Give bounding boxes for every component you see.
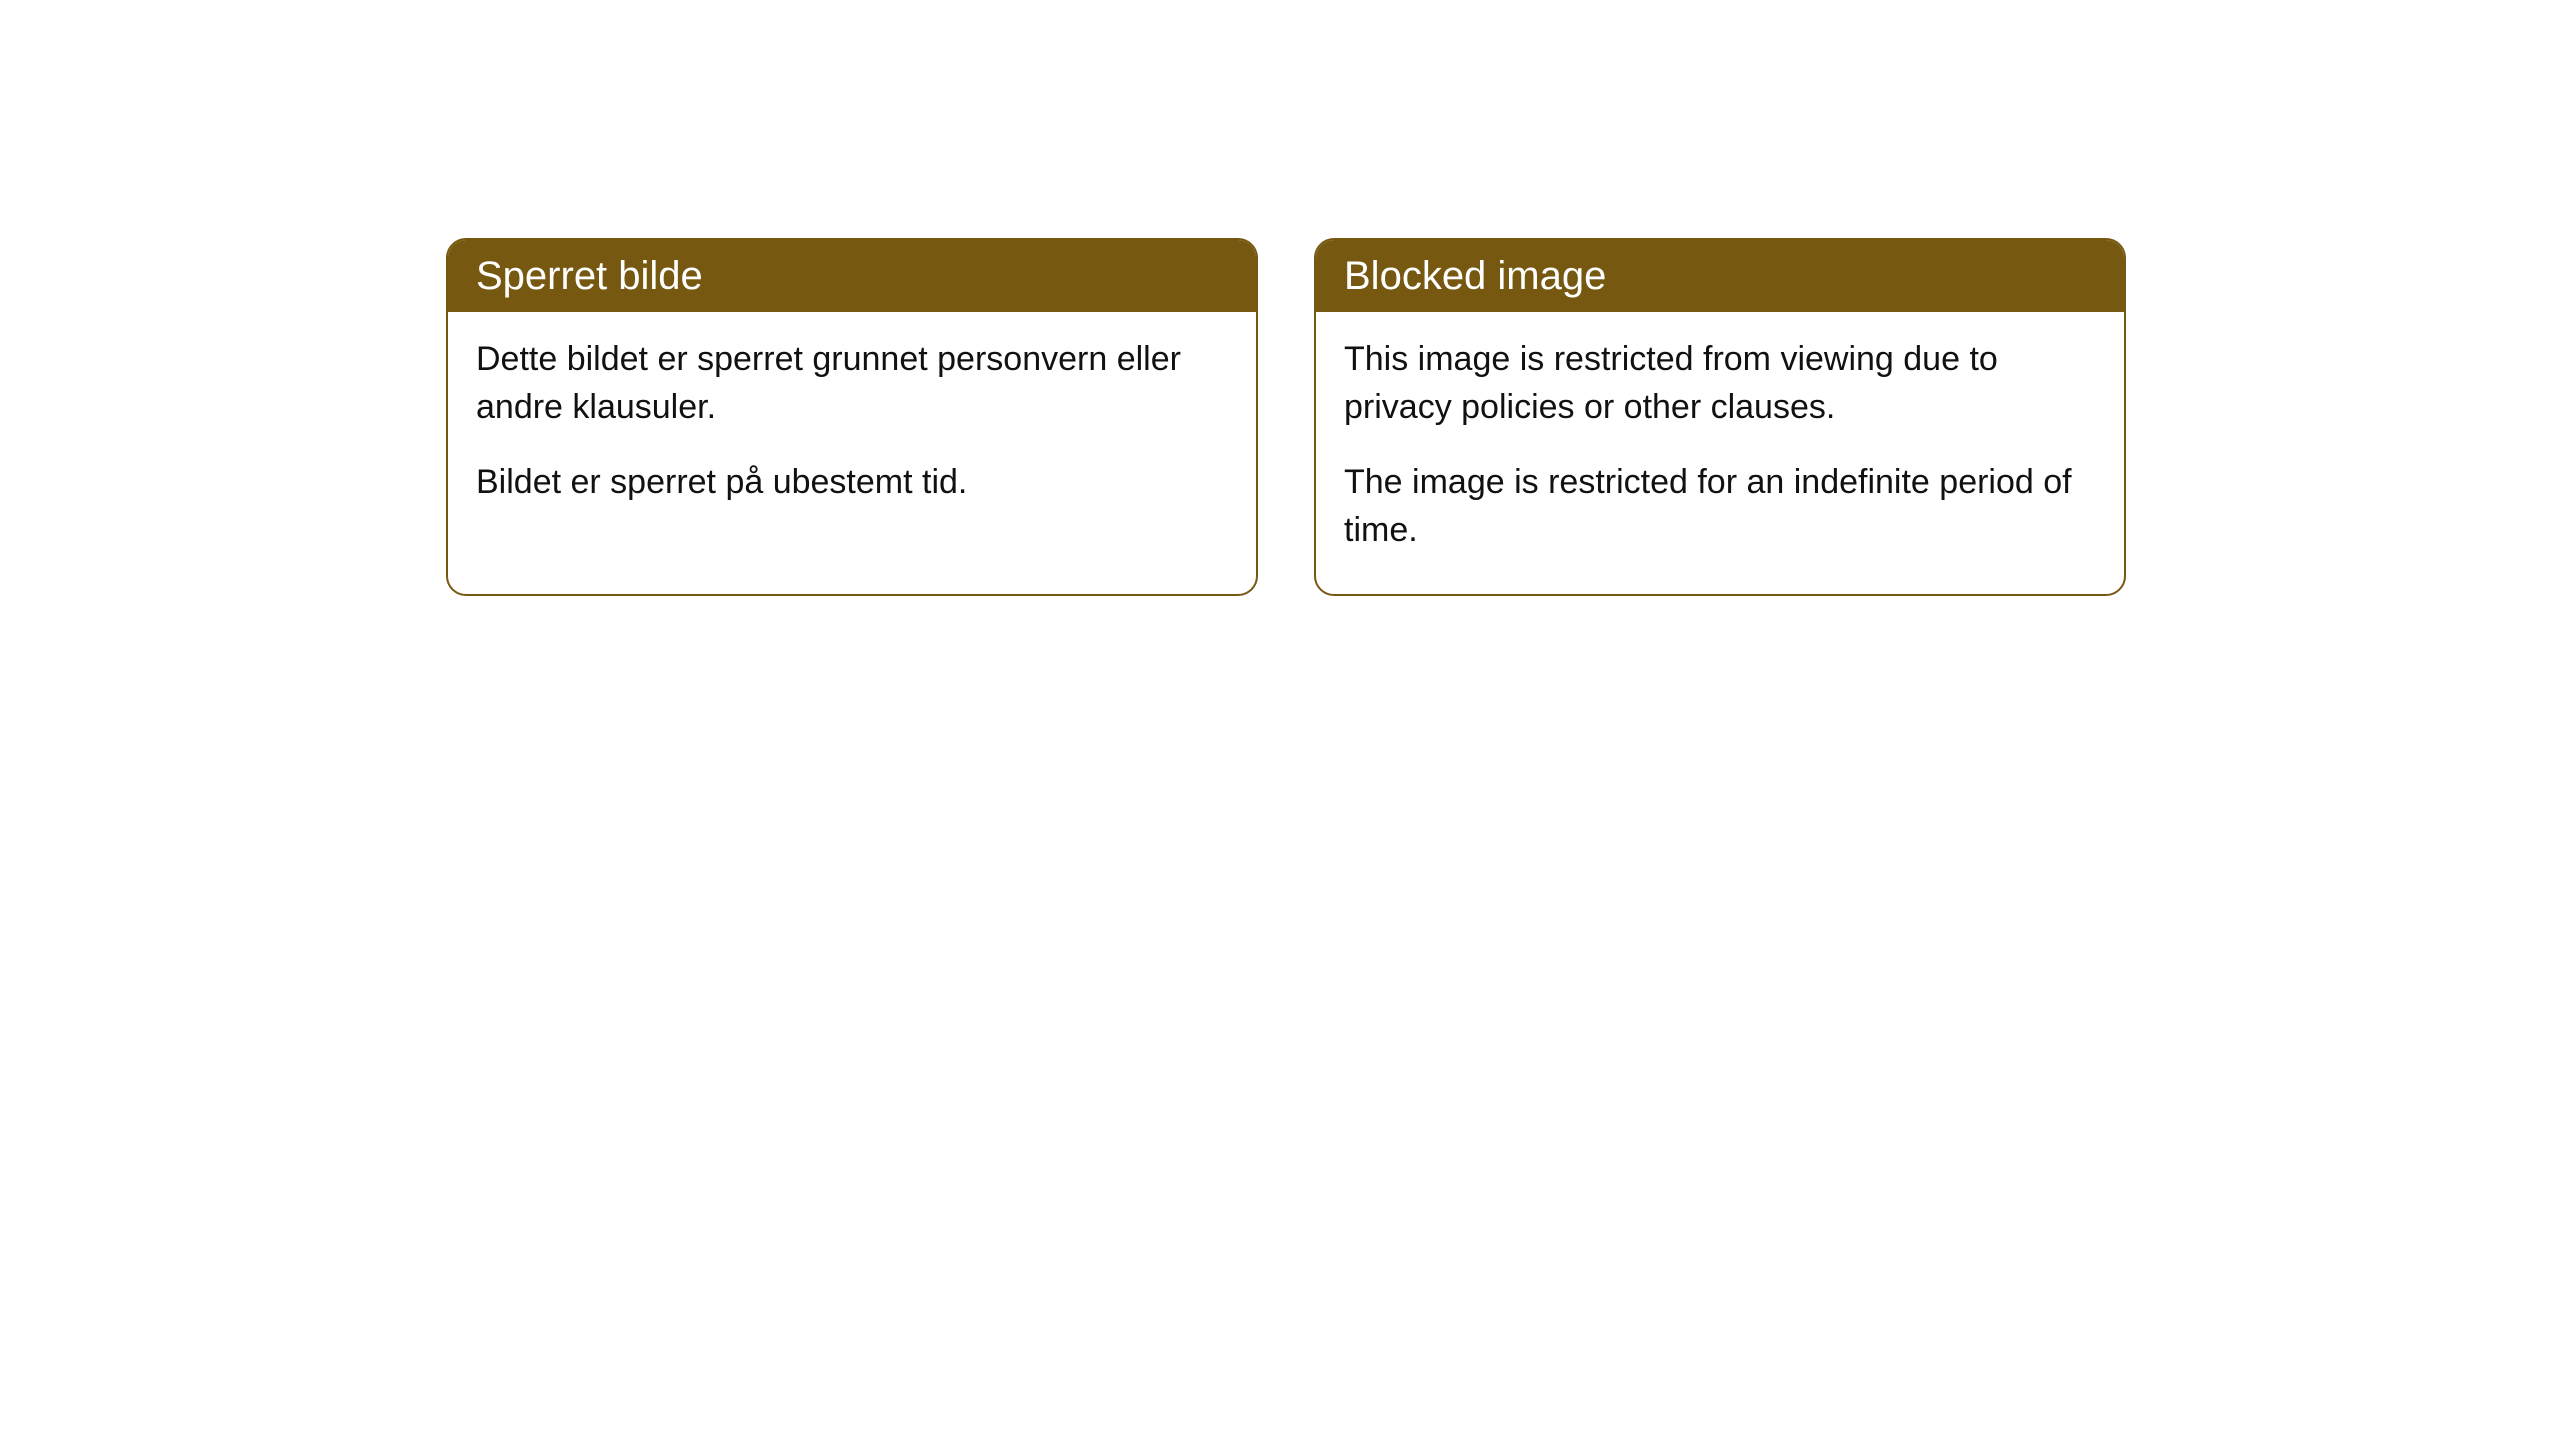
card-paragraph: Bildet er sperret på ubestemt tid. — [476, 459, 1228, 507]
cards-container: Sperret bilde Dette bildet er sperret gr… — [0, 0, 2560, 596]
card-header-english: Blocked image — [1316, 240, 2124, 312]
card-body-norwegian: Dette bildet er sperret grunnet personve… — [448, 312, 1256, 547]
card-paragraph: This image is restricted from viewing du… — [1344, 336, 2096, 431]
card-body-english: This image is restricted from viewing du… — [1316, 312, 2124, 594]
card-paragraph: Dette bildet er sperret grunnet personve… — [476, 336, 1228, 431]
card-norwegian: Sperret bilde Dette bildet er sperret gr… — [446, 238, 1258, 596]
card-header-norwegian: Sperret bilde — [448, 240, 1256, 312]
card-paragraph: The image is restricted for an indefinit… — [1344, 459, 2096, 554]
card-english: Blocked image This image is restricted f… — [1314, 238, 2126, 596]
